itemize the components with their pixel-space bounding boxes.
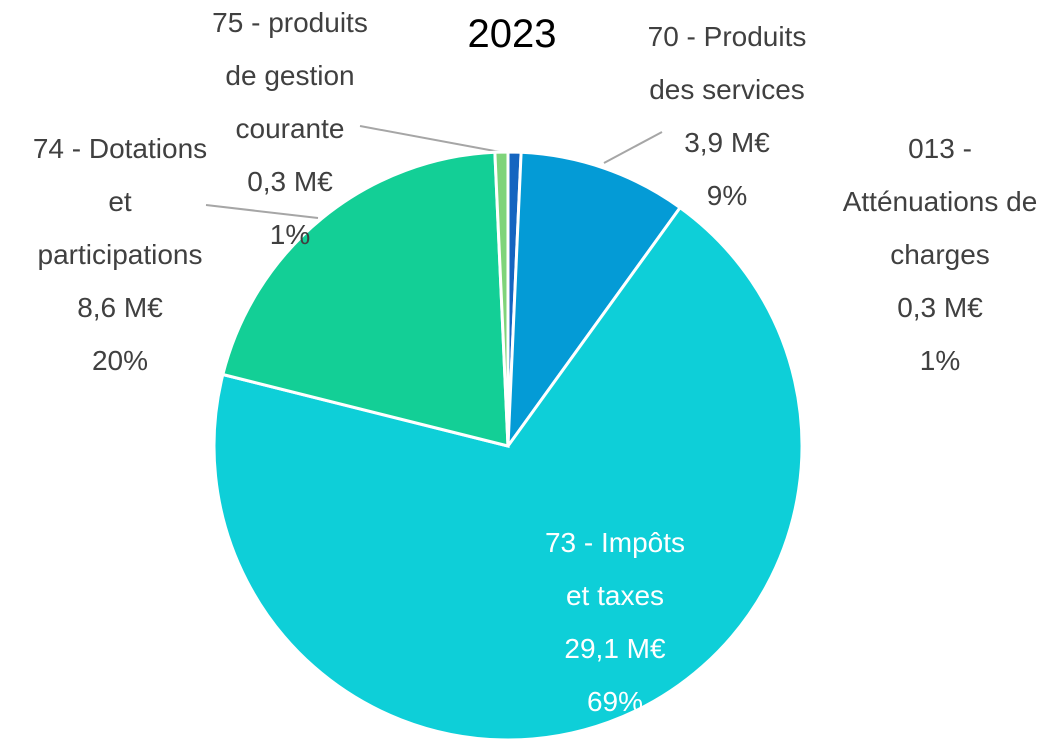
category-label: 73 - Impôts et taxes: [544, 527, 686, 611]
category-label: 75 - produits de gestion courante: [212, 7, 368, 144]
leader-line: [359, 125, 501, 153]
data-label: 74 - Dotations et participations 8,6 M€ 20…: [10, 122, 230, 387]
category-label: 74 - Dotations et participations: [32, 133, 208, 270]
category-label: 013 - Atténuations de charges: [842, 133, 1038, 270]
value-label: 8,6 M€: [77, 292, 163, 323]
pie-slice: [493, 150, 510, 447]
value-label: 0,3 M€: [247, 166, 333, 197]
percent-label: 9%: [706, 180, 748, 211]
percent-label: 1%: [919, 345, 961, 376]
percent-label: 1%: [269, 219, 311, 250]
data-label: 75 - produits de gestion courante 0,3 M€ 1…: [190, 0, 390, 261]
data-label: 70 - Produits des services 3,9 M€ 9%: [617, 10, 837, 222]
leader-line: [205, 204, 319, 219]
leader-line: [603, 131, 663, 164]
data-label: 013 - Atténuations de charges 0,3 M€ 1%: [835, 122, 1041, 387]
chart-title: 2023: [467, 12, 557, 56]
pie-slice: [212, 205, 804, 741]
pie-slice: [506, 150, 683, 451]
pie-slice: [221, 150, 510, 448]
percent-label: 69%: [586, 686, 644, 717]
percent-label: 20%: [91, 345, 149, 376]
value-label: 29,1 M€: [564, 633, 666, 664]
value-label: 0,3 M€: [897, 292, 983, 323]
data-label: 73 - Impôts et taxes 29,1 M€ 69%: [520, 516, 710, 728]
category-label: 70 - Produits des services: [647, 21, 807, 105]
value-label: 3,9 M€: [684, 127, 770, 158]
